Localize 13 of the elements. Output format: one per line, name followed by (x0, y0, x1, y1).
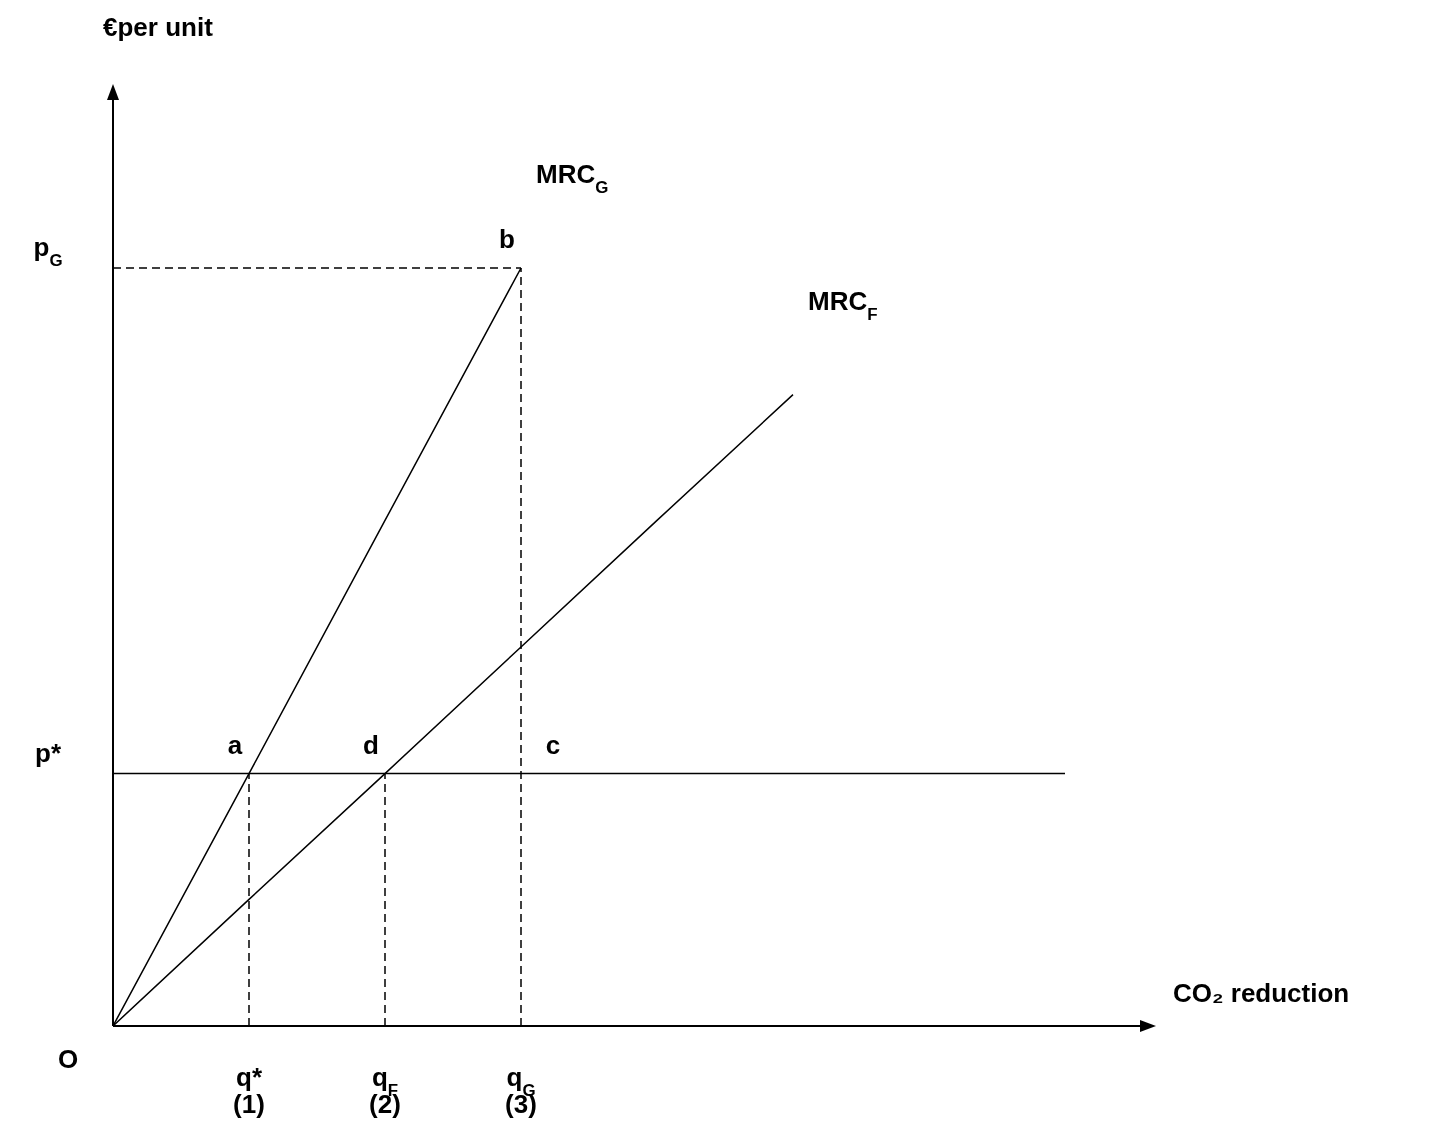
text: MRC$_{G}$ (536, 159, 609, 197)
x-tick-label: q* (1) (233, 1062, 265, 1120)
annotation: b (499, 224, 515, 254)
text: p* (35, 737, 62, 768)
annotation: c (545, 729, 561, 760)
x-tick-label: q$_{F}$ (2) (369, 1062, 401, 1120)
text: MRC$_{F}$ (808, 285, 878, 324)
annotation: d (363, 729, 379, 760)
text: p$_{G}$ (33, 232, 63, 270)
x-axis-title: CO₂ reduction (1173, 978, 1350, 1008)
text: €per unit (103, 12, 214, 42)
annotation: a (227, 729, 243, 760)
text: O (57, 1044, 79, 1074)
